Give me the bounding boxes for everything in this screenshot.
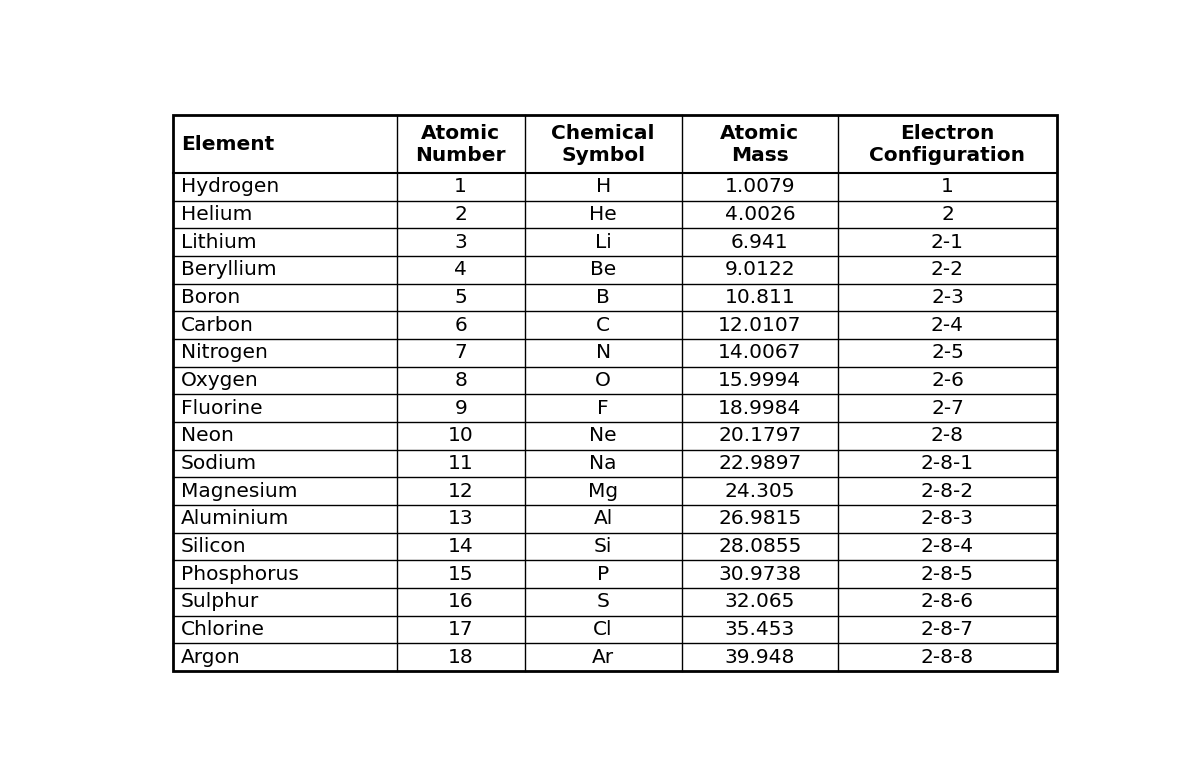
Text: Cl: Cl [593,620,613,639]
Text: S: S [596,592,610,612]
Text: Beryllium: Beryllium [181,261,276,279]
Text: 9: 9 [455,399,467,417]
Text: Magnesium: Magnesium [181,482,298,501]
Text: 1: 1 [941,177,954,197]
Text: Na: Na [589,454,617,473]
Text: 2-3: 2-3 [931,288,964,307]
Text: 8: 8 [454,371,467,390]
Text: 10: 10 [448,427,474,445]
Text: 1: 1 [454,177,467,197]
Text: 13: 13 [448,509,474,528]
Text: Helium: Helium [181,205,252,224]
Text: Hydrogen: Hydrogen [181,177,278,197]
Text: 6.941: 6.941 [731,232,788,252]
Text: 2-8-3: 2-8-3 [922,509,974,528]
Text: 15: 15 [448,565,474,583]
Text: 2-8-5: 2-8-5 [922,565,974,583]
Text: Chemical
Symbol: Chemical Symbol [551,123,655,165]
Text: 18.9984: 18.9984 [718,399,802,417]
Text: Aluminium: Aluminium [181,509,289,528]
Text: 2-4: 2-4 [931,316,964,335]
Text: 2-2: 2-2 [931,261,964,279]
Text: 1.0079: 1.0079 [725,177,796,197]
Text: Ar: Ar [592,647,614,667]
Text: Carbon: Carbon [181,316,253,335]
Text: 4.0026: 4.0026 [725,205,796,224]
Text: 16: 16 [448,592,474,612]
Text: 10.811: 10.811 [725,288,796,307]
Text: 30.9738: 30.9738 [719,565,802,583]
Text: Phosphorus: Phosphorus [181,565,299,583]
Text: 15.9994: 15.9994 [719,371,802,390]
Text: Sodium: Sodium [181,454,257,473]
Text: B: B [596,288,610,307]
Text: 11: 11 [448,454,474,473]
Text: 2-8-2: 2-8-2 [920,482,974,501]
Text: 2: 2 [454,205,467,224]
Text: 5: 5 [455,288,467,307]
Text: C: C [596,316,610,335]
Text: 9.0122: 9.0122 [725,261,796,279]
Text: 2-8-1: 2-8-1 [920,454,974,473]
Text: Element: Element [181,134,274,154]
Text: Chlorine: Chlorine [181,620,265,639]
Text: 3: 3 [455,232,467,252]
Text: Ne: Ne [589,427,617,445]
Text: Atomic
Number: Atomic Number [415,123,506,165]
Text: Argon: Argon [181,647,240,667]
Text: 2-1: 2-1 [931,232,964,252]
Text: Oxygen: Oxygen [181,371,258,390]
Text: 2-8-8: 2-8-8 [920,647,974,667]
Text: 14: 14 [448,537,474,556]
Text: Atomic
Mass: Atomic Mass [720,123,799,165]
Text: N: N [595,343,611,363]
Text: 20.1797: 20.1797 [719,427,802,445]
Text: 2: 2 [941,205,954,224]
Text: Al: Al [594,509,613,528]
Text: Nitrogen: Nitrogen [181,343,268,363]
Text: 32.065: 32.065 [725,592,796,612]
Text: Sulphur: Sulphur [181,592,259,612]
Text: F: F [598,399,608,417]
Text: 2-8-4: 2-8-4 [920,537,974,556]
Text: Mg: Mg [588,482,618,501]
Text: 14.0067: 14.0067 [718,343,802,363]
Text: 22.9897: 22.9897 [719,454,802,473]
Text: 12: 12 [448,482,474,501]
Text: He: He [589,205,617,224]
Text: Be: Be [590,261,617,279]
Text: 6: 6 [455,316,467,335]
Text: 35.453: 35.453 [725,620,796,639]
Text: 2-8-6: 2-8-6 [922,592,974,612]
Text: Lithium: Lithium [181,232,257,252]
Text: 2-7: 2-7 [931,399,964,417]
Text: 28.0855: 28.0855 [718,537,802,556]
Text: P: P [598,565,610,583]
Text: 24.305: 24.305 [725,482,796,501]
Text: Silicon: Silicon [181,537,246,556]
Text: 26.9815: 26.9815 [719,509,802,528]
Text: 17: 17 [448,620,474,639]
Text: H: H [595,177,611,197]
Text: 2-6: 2-6 [931,371,964,390]
Text: 4: 4 [454,261,467,279]
Text: Boron: Boron [181,288,240,307]
Text: 2-5: 2-5 [931,343,964,363]
Text: 2-8-7: 2-8-7 [922,620,974,639]
Text: O: O [595,371,611,390]
Text: 12.0107: 12.0107 [718,316,802,335]
Text: Neon: Neon [181,427,234,445]
Text: 2-8: 2-8 [931,427,964,445]
Text: Electron
Configuration: Electron Configuration [870,123,1026,165]
Text: Fluorine: Fluorine [181,399,263,417]
Text: Li: Li [595,232,612,252]
Text: 18: 18 [448,647,474,667]
Text: Si: Si [594,537,612,556]
Text: 39.948: 39.948 [725,647,796,667]
Text: 7: 7 [455,343,467,363]
